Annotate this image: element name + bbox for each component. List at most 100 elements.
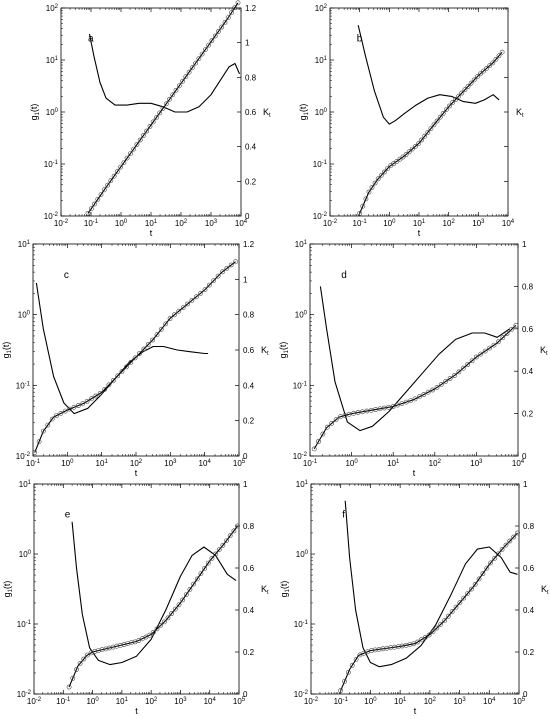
msd-data-point (397, 156, 403, 162)
y-right-axis-label: Kt (261, 345, 269, 357)
msd-data-point (394, 158, 400, 164)
msd-data-point (84, 398, 90, 404)
msd-data-point (163, 321, 169, 327)
y-tick-label: 101 (46, 56, 59, 65)
msd-data-point (465, 362, 471, 367)
panel-a: 10-2 10-1 100 101 102 103 104 10-2 10-1 100 101 102… (29, 0, 271, 238)
msd-data-point (443, 378, 449, 384)
panel-label: b (357, 33, 363, 44)
msd-data-point (173, 87, 179, 93)
msd-data-point (492, 556, 497, 561)
x-tick-label: 104 (512, 459, 525, 468)
panel-label: f (342, 510, 345, 521)
y-tick-label: 10-2 (44, 212, 59, 221)
msd-data-point (460, 365, 466, 371)
x-tick-label: 10-1 (303, 459, 318, 468)
msd-data-point (227, 533, 233, 539)
msd-data-point (212, 33, 218, 39)
msd-data-point (199, 51, 205, 57)
y-axis-label: g1(t) (278, 342, 290, 359)
y-axis-label: g1(t) (1, 342, 13, 359)
msd-data-point (183, 592, 189, 597)
y-right-tick-label: 0 (245, 212, 250, 221)
msd-data-point (366, 189, 372, 195)
msd-data-point (145, 342, 151, 347)
y-right-axis-label: Kt (541, 584, 549, 596)
msd-data-point (85, 652, 90, 658)
msd-data-point (324, 424, 330, 430)
x-tick-label: 10-1 (353, 219, 368, 228)
y-axis-label: g1(t) (279, 581, 291, 598)
x-axis-label: t (135, 706, 138, 716)
msd-data-point (167, 96, 172, 102)
x-tick-label: 102 (424, 697, 437, 706)
x-axis-label: t (414, 706, 417, 716)
msd-data-point (128, 359, 134, 365)
x-tick-label: 101 (96, 459, 109, 468)
msd-data-point (482, 348, 488, 354)
y-tick-label: 10-2 (313, 212, 328, 221)
msd-data-point (163, 101, 169, 107)
msd-data-point (385, 166, 390, 171)
msd-data-point (342, 679, 347, 684)
msd-data-point (360, 203, 366, 209)
msd-data-point (85, 210, 91, 216)
msd-data-point (481, 68, 486, 74)
msd-data-point (202, 566, 207, 571)
msd-data-point (372, 180, 378, 186)
msd-data-point (478, 351, 484, 357)
msd-data-point (484, 565, 490, 571)
msd-data-point (176, 83, 182, 89)
msd-data-point (183, 74, 189, 80)
msd-data-point (476, 576, 482, 582)
msd-data-point (445, 613, 451, 619)
msd-data-point (390, 404, 396, 409)
msd-data-point (154, 626, 160, 632)
msd-data-point (373, 407, 378, 412)
msd-data-point (468, 80, 474, 86)
x-axis-label: t (135, 468, 138, 478)
x-tick-label: 103 (453, 697, 466, 706)
y-right-tick-label: 1 (243, 480, 248, 489)
msd-data-point (180, 305, 186, 310)
x-tick-label: 100 (86, 697, 99, 706)
msd-data-point (431, 122, 437, 128)
msd-data-point (459, 90, 465, 96)
y-right-tick-label: 1.2 (243, 240, 255, 249)
msd-data-point (509, 326, 514, 332)
msd-data-point (211, 278, 217, 283)
msd-data-point (437, 114, 443, 120)
msd-data-point (216, 547, 222, 552)
x-tick-label: 104 (483, 697, 496, 706)
msd-data-point (453, 97, 458, 102)
msd-data-point (447, 376, 453, 381)
msd-data-point (185, 301, 190, 307)
msd-data-point (320, 431, 326, 437)
msd-data-point (224, 538, 229, 543)
msd-data-point (191, 581, 196, 587)
msd-data-point (443, 107, 449, 112)
y-tick-label: 10-2 (294, 690, 309, 699)
kurtosis-line (88, 33, 241, 113)
y-tick-label: 101 (295, 240, 308, 249)
msd-data-point (496, 53, 502, 59)
msd-data-point (206, 42, 212, 48)
msd-data-point (167, 316, 173, 321)
y-tick-label: 101 (19, 480, 32, 489)
msd-data-point (465, 84, 471, 89)
x-axis-label: t (413, 468, 416, 478)
x-tick-label: 100 (61, 459, 74, 468)
msd-data-point (161, 619, 167, 625)
msd-data-point (403, 399, 409, 405)
y-right-tick-label: 0.8 (243, 522, 255, 531)
msd-data-point (364, 408, 370, 414)
msd-data-point (225, 15, 231, 20)
msd-data-point (434, 118, 440, 124)
msd-data-point (406, 149, 412, 155)
y-tick-label: 10-1 (294, 620, 309, 629)
msd-fit-line (34, 261, 236, 453)
y-right-tick-label: 0 (243, 690, 248, 699)
y-tick-label: 10-1 (313, 160, 328, 169)
msd-data-point (461, 595, 467, 601)
